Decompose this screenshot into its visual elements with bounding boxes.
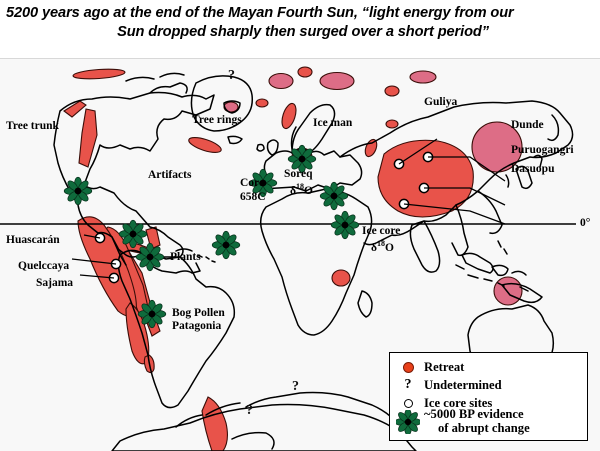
leader-lines [71, 138, 506, 279]
map-label-patagonia: Patagonia [172, 320, 222, 332]
legend-label-ice-core: Ice core sites [424, 395, 493, 410]
question-mark-icon: ? [404, 377, 412, 392]
legend-label-abrupt-change: ~5000 BP evidence of abrupt change [424, 407, 530, 435]
question-greenland: ? [228, 68, 235, 83]
question-antarctica-2: ? [246, 403, 253, 418]
map-label-artifacts: Artifacts [148, 169, 192, 181]
map-label-soreq-isotope: δ18O [290, 182, 313, 198]
map-label-bog-pollen: Bog Pollen [172, 307, 225, 319]
green-asterisk-icon [392, 408, 424, 434]
map-label-dasuopu: Dasuopu [511, 163, 555, 175]
legend-label-abrupt-change-line1: ~5000 BP evidence [424, 406, 524, 421]
legend-item-undetermined: ? Undetermined [392, 376, 587, 394]
map-label-tree-trunk: Tree trunk [6, 120, 59, 132]
legend-item-abrupt-change: ~5000 BP evidence of abrupt change [392, 407, 587, 435]
soreq-delta: δ [290, 184, 296, 197]
title-line-2: Sun dropped sharply then surged over a s… [117, 24, 489, 40]
map-label-puruogangri: Puruogangri [511, 144, 574, 156]
icecore-o: O [384, 241, 394, 254]
soreq-o: O [303, 184, 313, 197]
ice-core-sites [94, 151, 434, 284]
retreat-dot-icon [392, 361, 424, 373]
title-line-1: 5200 years ago at the end of the Mayan F… [6, 5, 514, 21]
evidence-marker-ice-core [330, 210, 360, 240]
map-label-dunde: Dunde [511, 119, 544, 131]
map-label-soreq: Soreq [284, 168, 313, 181]
map-label-quelccaya: Quelccaya [18, 260, 70, 272]
map-label-ice-core: Ice core [362, 225, 401, 238]
icecore-18: 18 [376, 239, 385, 248]
legend-label-retreat: Retreat [424, 359, 465, 374]
legend-item-retreat: Retreat [392, 358, 587, 376]
map-legend: Retreat ? Undetermined Ice core sites [389, 352, 588, 441]
evidence-marker-tree-trunk [63, 176, 93, 206]
map-label-soreq-word: Soreq [284, 168, 313, 180]
evidence-marker-plants [135, 242, 165, 272]
map-label-huascaran: Huascarán [6, 234, 60, 246]
soreq-18: 18 [295, 182, 304, 191]
evidence-marker-soreq [319, 181, 349, 211]
map-label-ice-man: Ice man [313, 117, 353, 129]
legend-label-undetermined: Undetermined [424, 377, 502, 392]
map-label-guliya: Guliya [424, 96, 458, 108]
map-label-core-658c-line1: Core [240, 177, 265, 189]
question-antarctica-1: ? [292, 379, 299, 394]
evidence-marker-bog-pollen [137, 299, 167, 329]
legend-label-abrupt-change-line2: of abrupt change [438, 421, 530, 435]
map-label-core-658c-line2: 658C [240, 191, 266, 203]
map-label-plants: Plants [170, 251, 201, 263]
map-label-tree-rings: Tree rings [192, 114, 242, 126]
evidence-marker-artifacts [118, 219, 148, 249]
equator-label: 0° [580, 217, 591, 229]
figure-title: 5200 years ago at the end of the Mayan F… [0, 0, 600, 58]
legend-item-ice-core: Ice core sites [392, 394, 587, 412]
map-label-ice-core-word: Ice core [362, 225, 401, 237]
icecore-delta: δ [371, 241, 377, 254]
map-label-sajama: Sajama [36, 277, 74, 289]
ice-core-circle-icon [392, 398, 424, 408]
evidence-marker-core-658c [211, 230, 241, 260]
map-label-ice-core-isotope: δ18O [371, 239, 394, 255]
